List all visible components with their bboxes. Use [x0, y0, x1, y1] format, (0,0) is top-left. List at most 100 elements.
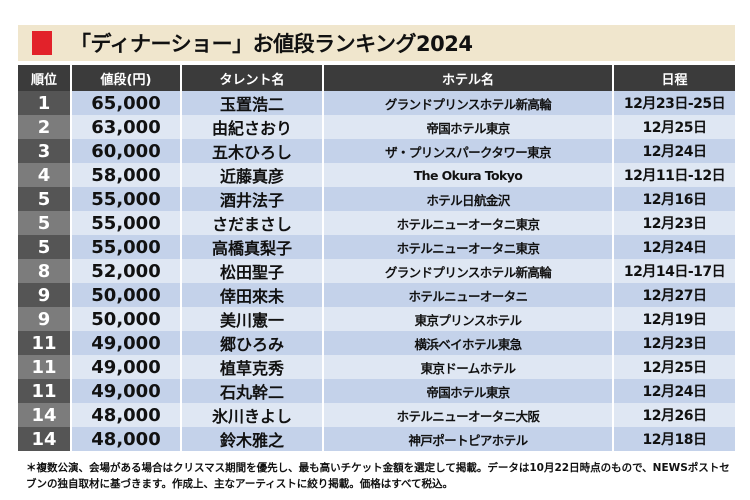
- cell-rank: 11: [18, 355, 71, 379]
- cell-talent: 氷川きよし: [180, 403, 323, 427]
- cell-date: 12月16日: [612, 187, 735, 211]
- cell-rank: 11: [18, 331, 71, 355]
- cell-rank: 14: [18, 403, 71, 427]
- header-talent: タレント名: [180, 65, 323, 91]
- cell-date: 12月24日: [612, 139, 735, 163]
- header-rank: 順位: [18, 65, 71, 91]
- cell-price: 60,000: [70, 139, 181, 163]
- header-row: 順位 値段(円) タレント名 ホテル名 日程: [18, 65, 735, 91]
- cell-date: 12月19日: [612, 307, 735, 331]
- table-row: 11 49,000 植草克秀 東京ドームホテル 12月25日: [18, 355, 735, 379]
- cell-talent: さだまさし: [180, 211, 323, 235]
- cell-date: 12月14日-17日: [612, 259, 735, 283]
- cell-price: 65,000: [70, 91, 181, 115]
- cell-hotel: ホテルニューオータニ大阪: [322, 403, 613, 427]
- cell-price: 49,000: [70, 379, 181, 403]
- cell-rank: 14: [18, 427, 71, 451]
- table-row: 11 49,000 郷ひろみ 横浜ベイホテル東急 12月23日: [18, 331, 735, 355]
- cell-hotel: 帝国ホテル東京: [322, 379, 613, 403]
- cell-hotel: ホテル日航金沢: [322, 187, 613, 211]
- cell-price: 48,000: [70, 427, 181, 451]
- cell-hotel: ホテルニューオータニ: [322, 283, 613, 307]
- cell-rank: 5: [18, 235, 71, 259]
- table-row: 5 55,000 さだまさし ホテルニューオータニ東京 12月23日: [18, 211, 735, 235]
- cell-hotel: 神戸ポートピアホテル: [322, 427, 613, 451]
- cell-rank: 8: [18, 259, 71, 283]
- table-row: 9 50,000 倖田來未 ホテルニューオータニ 12月27日: [18, 283, 735, 307]
- page-title: 「ディナーショー」お値段ランキング2024: [70, 32, 473, 56]
- table-row: 5 55,000 酒井法子 ホテル日航金沢 12月16日: [18, 187, 735, 211]
- cell-price: 55,000: [70, 235, 181, 259]
- cell-talent: 近藤真彦: [180, 163, 323, 187]
- cell-rank: 9: [18, 283, 71, 307]
- table-row: 11 49,000 石丸幹二 帝国ホテル東京 12月24日: [18, 379, 735, 403]
- table-row: 14 48,000 鈴木雅之 神戸ポートピアホテル 12月18日: [18, 427, 735, 451]
- cell-date: 12月23日-25日: [612, 91, 735, 115]
- cell-hotel: グランドプリンスホテル新高輪: [322, 91, 613, 115]
- cell-rank: 4: [18, 163, 71, 187]
- cell-price: 50,000: [70, 283, 181, 307]
- cell-date: 12月24日: [612, 235, 735, 259]
- table-row: 2 63,000 由紀さおり 帝国ホテル東京 12月25日: [18, 115, 735, 139]
- red-square-icon: [32, 31, 52, 55]
- cell-hotel: グランドプリンスホテル新高輪: [322, 259, 613, 283]
- cell-date: 12月23日: [612, 211, 735, 235]
- table-row: 3 60,000 五木ひろし ザ・プリンスパークタワー東京 12月24日: [18, 139, 735, 163]
- cell-hotel: 東京ドームホテル: [322, 355, 613, 379]
- cell-date: 12月25日: [612, 355, 735, 379]
- cell-talent: 鈴木雅之: [180, 427, 323, 451]
- cell-price: 49,000: [70, 331, 181, 355]
- cell-date: 12月24日: [612, 379, 735, 403]
- cell-date: 12月11日-12日: [612, 163, 735, 187]
- cell-hotel: 帝国ホテル東京: [322, 115, 613, 139]
- cell-talent: 由紀さおり: [180, 115, 323, 139]
- cell-talent: 石丸幹二: [180, 379, 323, 403]
- ranking-table: 順位 値段(円) タレント名 ホテル名 日程 1 65,000 玉置浩二 グランドプリ…: [18, 65, 735, 451]
- cell-date: 12月23日: [612, 331, 735, 355]
- cell-rank: 3: [18, 139, 71, 163]
- cell-price: 48,000: [70, 403, 181, 427]
- cell-rank: 5: [18, 187, 71, 211]
- cell-talent: 玉置浩二: [180, 91, 323, 115]
- cell-price: 55,000: [70, 211, 181, 235]
- cell-hotel: ホテルニューオータニ東京: [322, 235, 613, 259]
- cell-date: 12月27日: [612, 283, 735, 307]
- cell-date: 12月18日: [612, 427, 735, 451]
- cell-price: 63,000: [70, 115, 181, 139]
- cell-hotel: 東京プリンスホテル: [322, 307, 613, 331]
- cell-talent: 植草克秀: [180, 355, 323, 379]
- cell-hotel: ホテルニューオータニ東京: [322, 211, 613, 235]
- cell-hotel: ザ・プリンスパークタワー東京: [322, 139, 613, 163]
- table-row: 1 65,000 玉置浩二 グランドプリンスホテル新高輪 12月23日-25日: [18, 91, 735, 115]
- cell-talent: 美川憲一: [180, 307, 323, 331]
- cell-hotel: The Okura Tokyo: [322, 163, 613, 187]
- table-row: 5 55,000 高橋真梨子 ホテルニューオータニ東京 12月24日: [18, 235, 735, 259]
- cell-price: 50,000: [70, 307, 181, 331]
- table-row: 4 58,000 近藤真彦 The Okura Tokyo 12月11日-12日: [18, 163, 735, 187]
- table-row: 9 50,000 美川憲一 東京プリンスホテル 12月19日: [18, 307, 735, 331]
- header-hotel: ホテル名: [322, 65, 613, 91]
- table-row: 14 48,000 氷川きよし ホテルニューオータニ大阪 12月26日: [18, 403, 735, 427]
- cell-talent: 高橋真梨子: [180, 235, 323, 259]
- cell-hotel: 横浜ベイホテル東急: [322, 331, 613, 355]
- cell-rank: 1: [18, 91, 71, 115]
- cell-talent: 五木ひろし: [180, 139, 323, 163]
- cell-price: 52,000: [70, 259, 181, 283]
- cell-date: 12月26日: [612, 403, 735, 427]
- header-price: 値段(円): [70, 65, 181, 91]
- footnote: ＊複数公演、会場がある場合はクリスマス期間を優先し、最も高いチケット金額を選定し…: [26, 462, 730, 490]
- cell-rank: 9: [18, 307, 71, 331]
- cell-price: 55,000: [70, 187, 181, 211]
- cell-date: 12月25日: [612, 115, 735, 139]
- table-row: 8 52,000 松田聖子 グランドプリンスホテル新高輪 12月14日-17日: [18, 259, 735, 283]
- cell-price: 58,000: [70, 163, 181, 187]
- cell-talent: 松田聖子: [180, 259, 323, 283]
- header-date: 日程: [612, 65, 735, 91]
- cell-rank: 11: [18, 379, 71, 403]
- cell-price: 49,000: [70, 355, 181, 379]
- cell-rank: 2: [18, 115, 71, 139]
- cell-talent: 郷ひろみ: [180, 331, 323, 355]
- cell-rank: 5: [18, 211, 71, 235]
- title-bar: 「ディナーショー」お値段ランキング2024: [18, 25, 735, 61]
- cell-talent: 倖田來未: [180, 283, 323, 307]
